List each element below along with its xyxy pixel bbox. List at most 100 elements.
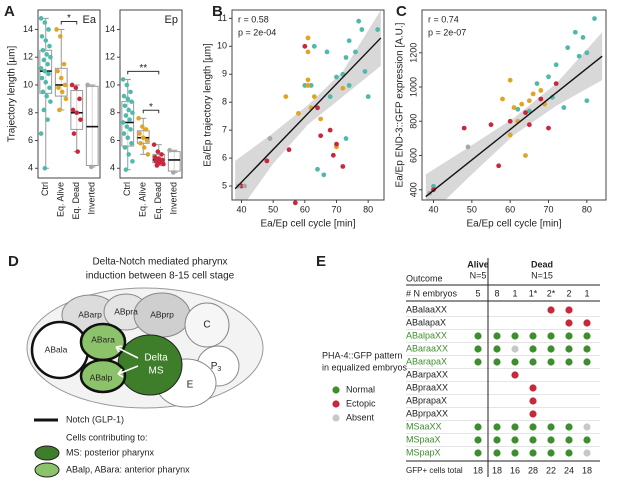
status-dot [529, 397, 537, 405]
data-point [41, 57, 47, 63]
x-tick-label: Ctrl [40, 182, 50, 196]
data-point [141, 145, 147, 150]
y-tick-label: 8 [222, 97, 227, 107]
data-point [334, 74, 339, 80]
data-point [153, 159, 159, 164]
data-point [48, 54, 53, 60]
data-point [47, 85, 52, 91]
data-point [43, 79, 49, 85]
data-point [334, 141, 339, 147]
plot-frame [37, 9, 101, 179]
legend-dot [332, 414, 340, 422]
status-dot [511, 436, 519, 444]
data-point [507, 77, 513, 83]
stat-label: p = 2e-07 [428, 27, 466, 37]
legend-text: ABalp, ABara: anterior pharynx [66, 464, 190, 474]
data-point [157, 160, 162, 166]
status-dot [493, 345, 501, 353]
data-point [171, 170, 176, 175]
data-point [330, 152, 336, 158]
data-point [144, 138, 150, 143]
y-axis-label: Trajectory length [µm] [7, 46, 18, 143]
row-label: MSpapX [406, 447, 441, 457]
data-point [126, 152, 131, 157]
data-point [242, 183, 248, 189]
status-dot [493, 358, 501, 366]
data-point [311, 43, 317, 49]
data-point [129, 140, 134, 146]
legend-title: PHA-4::GFP pattern [322, 350, 402, 360]
significance-bracket [60, 20, 78, 25]
row-label: ABalaaXX [406, 304, 447, 314]
cell [79, 358, 127, 394]
box [54, 67, 68, 97]
data-point [130, 110, 135, 116]
x-tick-label: Inverted [169, 182, 179, 215]
y-tick-label: 10 [23, 79, 33, 89]
data-point [75, 149, 80, 154]
cell-label: ABala [45, 344, 68, 354]
legend-dot [332, 400, 340, 408]
data-point [43, 38, 49, 43]
y-tick-label: 1200 [408, 43, 418, 63]
status-dot [583, 436, 591, 444]
data-point [143, 127, 149, 132]
header: N=15 [531, 270, 553, 280]
status-dot [547, 306, 555, 314]
data-point [538, 88, 544, 93]
legend-text: Notch (GLP-1) [66, 414, 124, 424]
data-point [315, 166, 320, 172]
status-dot [511, 332, 519, 340]
data-point [45, 117, 50, 122]
y-tick-label: 6 [28, 135, 33, 145]
x-tick-label: 70 [543, 204, 553, 214]
data-point [44, 93, 49, 99]
cell-label: P3 [211, 361, 222, 373]
data-point [38, 16, 44, 21]
fit-line [425, 55, 603, 198]
data-point [267, 136, 273, 141]
data-point [56, 85, 61, 91]
box [167, 151, 181, 172]
status-dot [547, 332, 555, 340]
data-point [565, 45, 571, 51]
cell-label: ABpra [114, 306, 138, 316]
data-point [465, 144, 471, 150]
x-tick-label: 60 [505, 204, 515, 214]
x-tick-label: 80 [582, 204, 592, 214]
panel-label: D [8, 253, 19, 270]
data-point [538, 96, 544, 102]
data-point [138, 140, 143, 146]
legend-text: Normal [346, 384, 375, 394]
status-dot [565, 319, 573, 327]
data-point [500, 96, 505, 102]
data-point [77, 96, 82, 102]
stat-label: p = 2e-04 [238, 27, 276, 37]
status-dot [547, 358, 555, 366]
row-label: ABpraaXX [406, 382, 448, 392]
data-point [572, 29, 578, 35]
data-point [120, 120, 126, 125]
data-point [346, 83, 352, 88]
data-point [292, 200, 298, 206]
data-point [584, 98, 590, 104]
data-point [356, 18, 362, 24]
data-point [523, 153, 528, 158]
status-dot [511, 345, 519, 353]
data-point [546, 125, 551, 131]
cell-label: ABalp [90, 372, 113, 382]
status-dot [583, 319, 591, 327]
data-point [302, 43, 308, 49]
data-point [46, 71, 51, 77]
status-dot [565, 306, 573, 314]
panel-label: A [4, 3, 15, 20]
header: Dead [531, 259, 553, 269]
status-dot [493, 436, 501, 444]
cell-text: 28 [528, 465, 538, 475]
y-tick-label: 8 [28, 107, 33, 117]
status-dot [529, 384, 537, 392]
significance-label: * [149, 102, 153, 113]
legend-text: Cells contributing to: [66, 432, 148, 442]
